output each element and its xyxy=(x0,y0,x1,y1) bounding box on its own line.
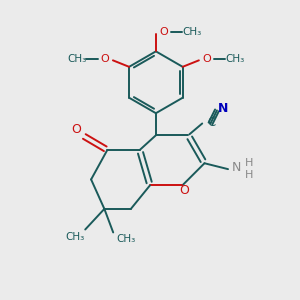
Text: O: O xyxy=(203,54,212,64)
Text: CH₃: CH₃ xyxy=(68,54,87,64)
Text: O: O xyxy=(179,184,189,197)
Text: CH₃: CH₃ xyxy=(182,27,201,37)
Text: H: H xyxy=(244,158,253,168)
Text: H: H xyxy=(244,170,253,180)
Text: N: N xyxy=(218,101,228,115)
Text: N: N xyxy=(232,161,241,175)
Text: O: O xyxy=(160,27,169,37)
Text: C: C xyxy=(208,116,216,129)
Text: O: O xyxy=(100,54,109,64)
Text: O: O xyxy=(71,124,81,136)
Text: CH₃: CH₃ xyxy=(225,54,244,64)
Text: CH₃: CH₃ xyxy=(65,232,85,242)
Text: CH₃: CH₃ xyxy=(117,234,136,244)
